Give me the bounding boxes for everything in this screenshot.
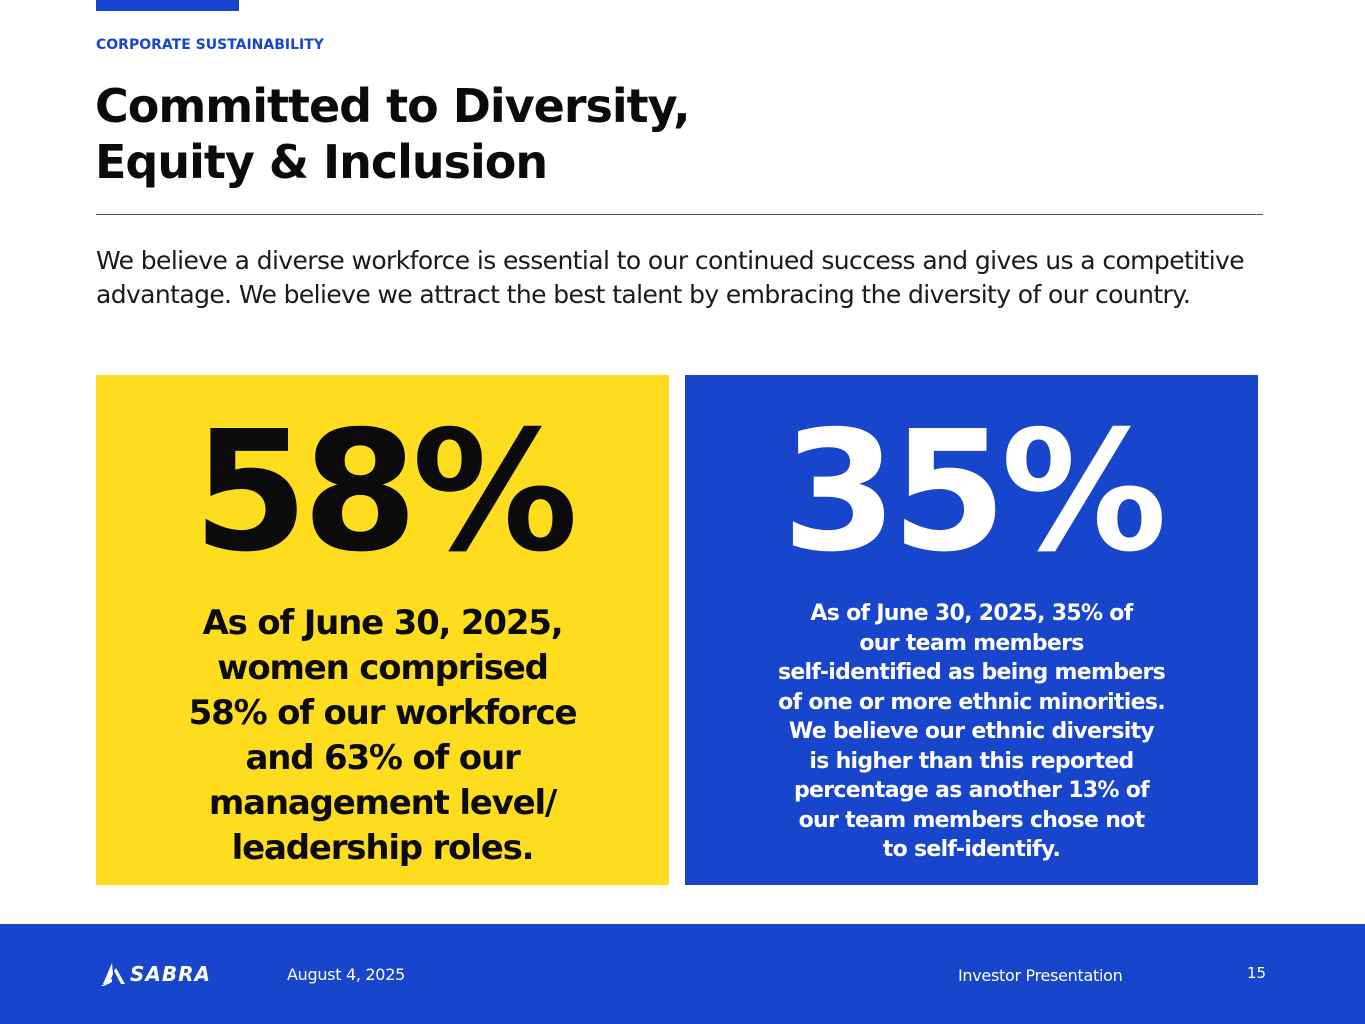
ethnic-stat-line: our team members chose not xyxy=(798,807,1145,833)
ethnic-stat-line: is higher than this reported xyxy=(809,748,1134,774)
women-stat-description: As of June 30, 2025, women comprised 58%… xyxy=(133,601,633,871)
page-title: Committed to Diversity, Equity & Inclusi… xyxy=(95,78,995,190)
ethnic-stat-line: our team members xyxy=(859,630,1084,656)
page-title-line-2: Equity & Inclusion xyxy=(95,135,548,189)
ethnic-stat-line: As of June 30, 2025, 35% of xyxy=(810,601,1133,626)
women-stat-line: As of June 30, 2025, xyxy=(202,603,564,643)
top-accent-bar xyxy=(96,0,239,11)
ethnic-stat-line: to self-identify. xyxy=(882,837,1061,862)
ethnic-minority-stat-description: As of June 30, 2025, 35% of our team mem… xyxy=(712,599,1232,865)
women-stat-line: 58% of our workforce xyxy=(188,693,578,733)
ethnic-stat-line: percentage as another 13% of xyxy=(793,778,1150,803)
presentation-label: Investor Presentation xyxy=(958,966,1123,985)
ethnic-stat-line: We believe our ethnic diversity xyxy=(788,719,1155,744)
women-stat-line: women comprised xyxy=(217,648,549,688)
footer-bar: SABRA August 4, 2025 Investor Presentati… xyxy=(0,924,1365,1024)
ethnic-stat-line: self-identified as being members xyxy=(777,660,1166,685)
section-eyebrow: CORPORATE SUSTAINABILITY xyxy=(96,37,324,53)
presentation-date: August 4, 2025 xyxy=(287,965,405,984)
women-stat-line: and 63% of our xyxy=(245,738,520,778)
ethnic-minority-stat-value: 35% xyxy=(781,396,1167,589)
page-number: 15 xyxy=(1247,964,1267,982)
women-stat-panel: 58% As of June 30, 2025, women comprised… xyxy=(96,375,669,885)
women-stat-line: leadership roles. xyxy=(231,828,535,868)
women-stat-value: 58% xyxy=(192,396,578,589)
intro-paragraph: We believe a diverse workforce is essent… xyxy=(96,246,1245,309)
company-logo-text: SABRA xyxy=(130,962,212,986)
title-divider xyxy=(96,214,1263,215)
page-title-line-1: Committed to Diversity, xyxy=(95,79,691,133)
company-logo: SABRA xyxy=(100,962,211,986)
ethnic-minority-stat-panel: 35% As of June 30, 2025, 35% of our team… xyxy=(685,375,1258,885)
sabra-logo-mark-icon xyxy=(101,963,125,986)
ethnic-stat-line: of one or more ethnic minorities. xyxy=(778,689,1165,715)
women-stat-line: management level/ xyxy=(208,783,558,823)
